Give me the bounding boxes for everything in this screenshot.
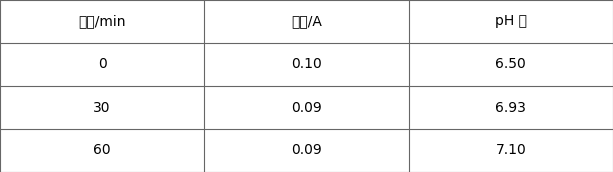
Text: 6.93: 6.93 — [495, 100, 527, 115]
Text: 0: 0 — [98, 57, 107, 72]
Text: 电流/A: 电流/A — [291, 14, 322, 29]
Text: 60: 60 — [93, 143, 111, 158]
Text: 7.10: 7.10 — [495, 143, 526, 158]
Text: 6.50: 6.50 — [495, 57, 526, 72]
Text: 0.09: 0.09 — [291, 100, 322, 115]
Text: 0.10: 0.10 — [291, 57, 322, 72]
Text: 0.09: 0.09 — [291, 143, 322, 158]
Text: pH 值: pH 值 — [495, 14, 527, 29]
Text: 时间/min: 时间/min — [78, 14, 126, 29]
Text: 30: 30 — [93, 100, 111, 115]
